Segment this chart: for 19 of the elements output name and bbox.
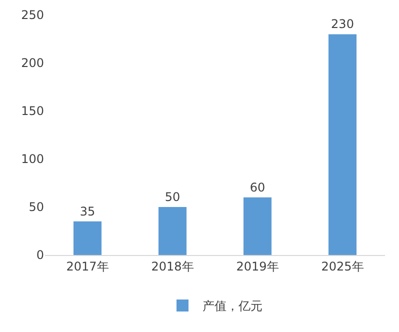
y-tick-label: 0 [36, 248, 44, 262]
y-tick-label: 50 [28, 200, 44, 214]
data-label: 60 [250, 180, 266, 194]
x-tick-label: 2025年 [321, 259, 364, 274]
x-tick-label: 2019年 [236, 259, 279, 274]
bar [158, 207, 187, 255]
data-label: 230 [331, 17, 354, 32]
y-tick-label: 200 [21, 56, 44, 70]
data-label: 35 [80, 204, 96, 218]
y-tick-label: 100 [21, 152, 44, 166]
bar [73, 221, 102, 255]
y-tick-label: 150 [21, 104, 44, 118]
x-tick-label: 2018年 [151, 259, 194, 274]
bar [328, 34, 357, 255]
bar [243, 197, 272, 255]
x-tick-label: 2017年 [66, 259, 109, 274]
y-tick-label: 250 [21, 8, 44, 22]
legend-label: 产值，亿元 [202, 299, 262, 314]
data-label: 50 [164, 190, 180, 204]
